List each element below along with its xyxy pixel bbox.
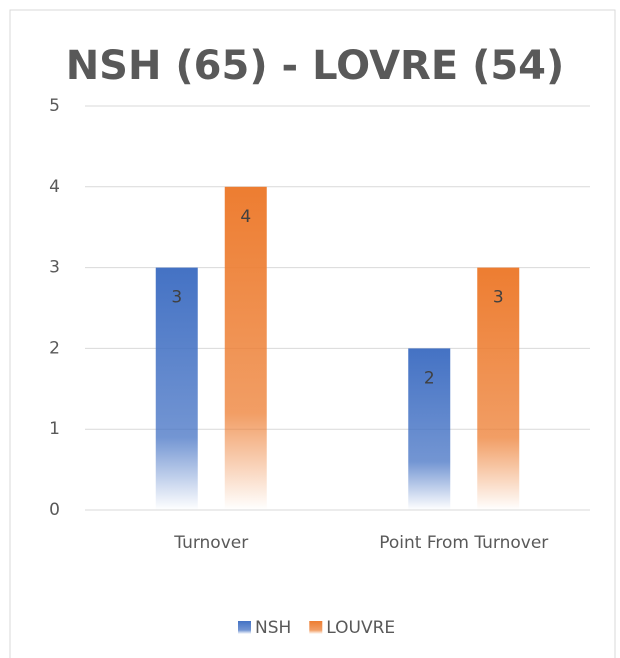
- chart-title: NSH (65) - LOVRE (54): [66, 43, 565, 89]
- y-tick-label: 5: [49, 96, 60, 116]
- bar: [408, 348, 451, 510]
- data-label: 2: [424, 368, 435, 388]
- x-tick-label: Turnover: [173, 533, 248, 553]
- legend-swatch: [238, 621, 251, 634]
- data-label: 4: [240, 207, 251, 227]
- y-tick-label: 0: [49, 500, 60, 520]
- y-tick-label: 1: [49, 419, 60, 439]
- bar: [224, 186, 267, 511]
- legend-label: LOUVRE: [326, 618, 395, 638]
- data-label: 3: [171, 288, 182, 308]
- bar: [155, 267, 198, 510]
- y-tick-label: 3: [49, 258, 60, 278]
- bar: [477, 267, 520, 510]
- chart-border: [9, 9, 616, 658]
- y-tick-label: 2: [49, 338, 60, 358]
- data-label: 3: [493, 288, 504, 308]
- y-tick-label: 4: [49, 177, 60, 197]
- legend-label: NSH: [255, 618, 291, 638]
- legend-swatch: [309, 621, 323, 634]
- x-tick-label: Point From Turnover: [379, 533, 548, 553]
